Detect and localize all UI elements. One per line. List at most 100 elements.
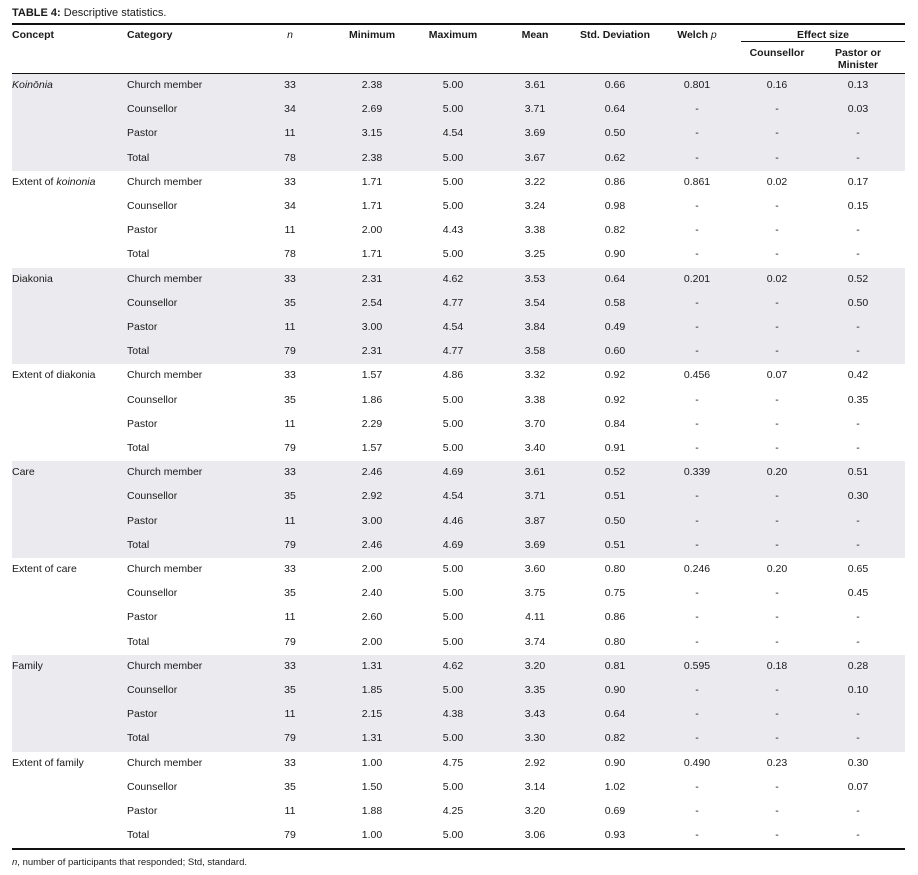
cell-effect-pastor: 0.45 — [847, 587, 869, 600]
cell-maximum: 4.25 — [442, 804, 464, 817]
cell-concept: Family — [12, 659, 43, 672]
cell-minimum: 1.00 — [361, 829, 383, 842]
cell-category: Counsellor — [127, 587, 178, 600]
table-row: Diakonia Church member 33 2.31 4.62 3.53 0.64 0… — [12, 268, 905, 292]
cell-category: Total — [127, 538, 150, 551]
table-caption: TABLE 4: Descriptive statistics. — [12, 7, 167, 19]
cell-effect-counsellor: 0.20 — [766, 562, 788, 575]
cell-effect-counsellor: - — [775, 732, 779, 745]
cell-category: Total — [127, 151, 150, 164]
cell-mean: 3.54 — [524, 296, 546, 309]
table-row: Koinōnia Church member 33 2.38 5.00 3.61 0.66 0… — [12, 74, 905, 98]
cell-effect-counsellor: 0.02 — [766, 175, 788, 188]
cell-maximum: 5.00 — [442, 393, 464, 406]
cell-n: 35 — [284, 780, 296, 793]
cell-effect-pastor: 0.13 — [847, 79, 869, 91]
cell-minimum: 1.31 — [361, 659, 383, 672]
cell-mean: 3.71 — [524, 490, 546, 503]
cell-mean: 3.58 — [524, 345, 546, 358]
cell-effect-pastor: 0.51 — [847, 466, 869, 479]
cell-std-deviation: 0.98 — [604, 199, 626, 212]
cell-std-deviation: 0.66 — [604, 79, 626, 91]
cell-n: 79 — [284, 635, 296, 648]
cell-maximum: 4.46 — [442, 514, 464, 527]
cell-welch-p: - — [695, 587, 699, 600]
cell-mean: 3.60 — [524, 562, 546, 575]
cell-mean: 3.38 — [524, 224, 546, 237]
cell-mean: 3.75 — [524, 587, 546, 600]
cell-std-deviation: 0.49 — [604, 320, 626, 333]
cell-n: 11 — [284, 320, 296, 333]
cell-maximum: 4.54 — [442, 127, 464, 140]
cell-std-deviation: 0.69 — [604, 804, 626, 817]
cell-std-deviation: 0.60 — [604, 345, 626, 358]
cell-maximum: 4.69 — [442, 538, 464, 551]
header-mean: Mean — [521, 29, 549, 41]
cell-minimum: 1.71 — [361, 248, 383, 261]
table-row: Counsellor 35 1.86 5.00 3.38 0.92 - - 0.35 — [12, 389, 905, 413]
cell-effect-counsellor: - — [775, 393, 779, 406]
cell-effect-pastor: 0.28 — [847, 659, 869, 672]
cell-effect-pastor: - — [856, 224, 860, 237]
cell-mean: 3.20 — [524, 659, 546, 672]
cell-minimum: 2.15 — [361, 708, 383, 721]
cell-std-deviation: 0.82 — [604, 224, 626, 237]
cell-maximum: 4.86 — [442, 369, 464, 382]
table-row: Total 78 1.71 5.00 3.25 0.90 - - - — [12, 243, 905, 267]
cell-maximum: 4.62 — [442, 272, 464, 285]
cell-n: 33 — [284, 369, 296, 382]
cell-std-deviation: 0.92 — [604, 393, 626, 406]
cell-n: 35 — [284, 683, 296, 696]
cell-concept: Extent of koinonia — [12, 175, 96, 188]
cell-welch-p: 0.595 — [683, 659, 711, 672]
cell-minimum: 2.38 — [361, 79, 383, 91]
cell-effect-counsellor: - — [775, 514, 779, 527]
cell-category: Pastor — [127, 224, 158, 237]
cell-effect-pastor: 0.30 — [847, 490, 869, 503]
cell-effect-pastor: 0.03 — [847, 103, 869, 116]
cell-effect-pastor: 0.42 — [847, 369, 869, 382]
cell-maximum: 4.77 — [442, 345, 464, 358]
cell-effect-pastor: 0.50 — [847, 296, 869, 309]
cell-n: 78 — [284, 248, 296, 261]
cell-effect-counsellor: - — [775, 320, 779, 333]
concept-group: Koinōnia Church member 33 2.38 5.00 3.61 0.66 0… — [12, 74, 905, 171]
table-row: Care Church member 33 2.46 4.69 3.61 0.52 0.339… — [12, 461, 905, 485]
cell-mean: 3.61 — [524, 79, 546, 91]
cell-welch-p: - — [695, 490, 699, 503]
cell-welch-p: - — [695, 683, 699, 696]
cell-minimum: 2.69 — [361, 103, 383, 116]
cell-mean: 2.92 — [524, 756, 546, 769]
header-concept: Concept — [12, 29, 54, 41]
cell-effect-counsellor: - — [775, 248, 779, 261]
table-header: Concept Category n Minimum Maximum Mean … — [12, 25, 905, 73]
cell-n: 34 — [284, 199, 296, 212]
cell-welch-p: 0.339 — [683, 466, 711, 479]
cell-category: Church member — [127, 175, 203, 188]
cell-category: Pastor — [127, 514, 158, 527]
cell-welch-p: - — [695, 345, 699, 358]
cell-minimum: 2.31 — [361, 272, 383, 285]
cell-n: 11 — [284, 127, 296, 140]
concept-group: Diakonia Church member 33 2.31 4.62 3.53 0.64 0… — [12, 267, 905, 365]
cell-std-deviation: 0.50 — [604, 127, 626, 140]
table-row: Counsellor 35 1.50 5.00 3.14 1.02 - - 0.07 — [12, 776, 905, 800]
cell-n: 11 — [284, 611, 296, 624]
cell-std-deviation: 0.81 — [604, 659, 626, 672]
cell-n: 34 — [284, 103, 296, 116]
table-row: Extent of family Church member 33 1.00 4.75 2… — [12, 752, 905, 776]
cell-mean: 3.22 — [524, 175, 546, 188]
cell-effect-counsellor: - — [775, 151, 779, 164]
cell-effect-counsellor: 0.16 — [766, 79, 788, 91]
cell-effect-counsellor: - — [775, 490, 779, 503]
cell-concept: Care — [12, 466, 35, 479]
cell-std-deviation: 0.64 — [604, 708, 626, 721]
cell-minimum: 1.57 — [361, 441, 383, 454]
cell-minimum: 1.88 — [361, 804, 383, 817]
cell-effect-counsellor: - — [775, 829, 779, 842]
cell-n: 35 — [284, 296, 296, 309]
cell-minimum: 2.00 — [361, 224, 383, 237]
concept-group: Care Church member 33 2.46 4.69 3.61 0.52 0.339… — [12, 461, 905, 558]
cell-effect-pastor: 0.65 — [847, 562, 869, 575]
cell-category: Counsellor — [127, 393, 178, 406]
